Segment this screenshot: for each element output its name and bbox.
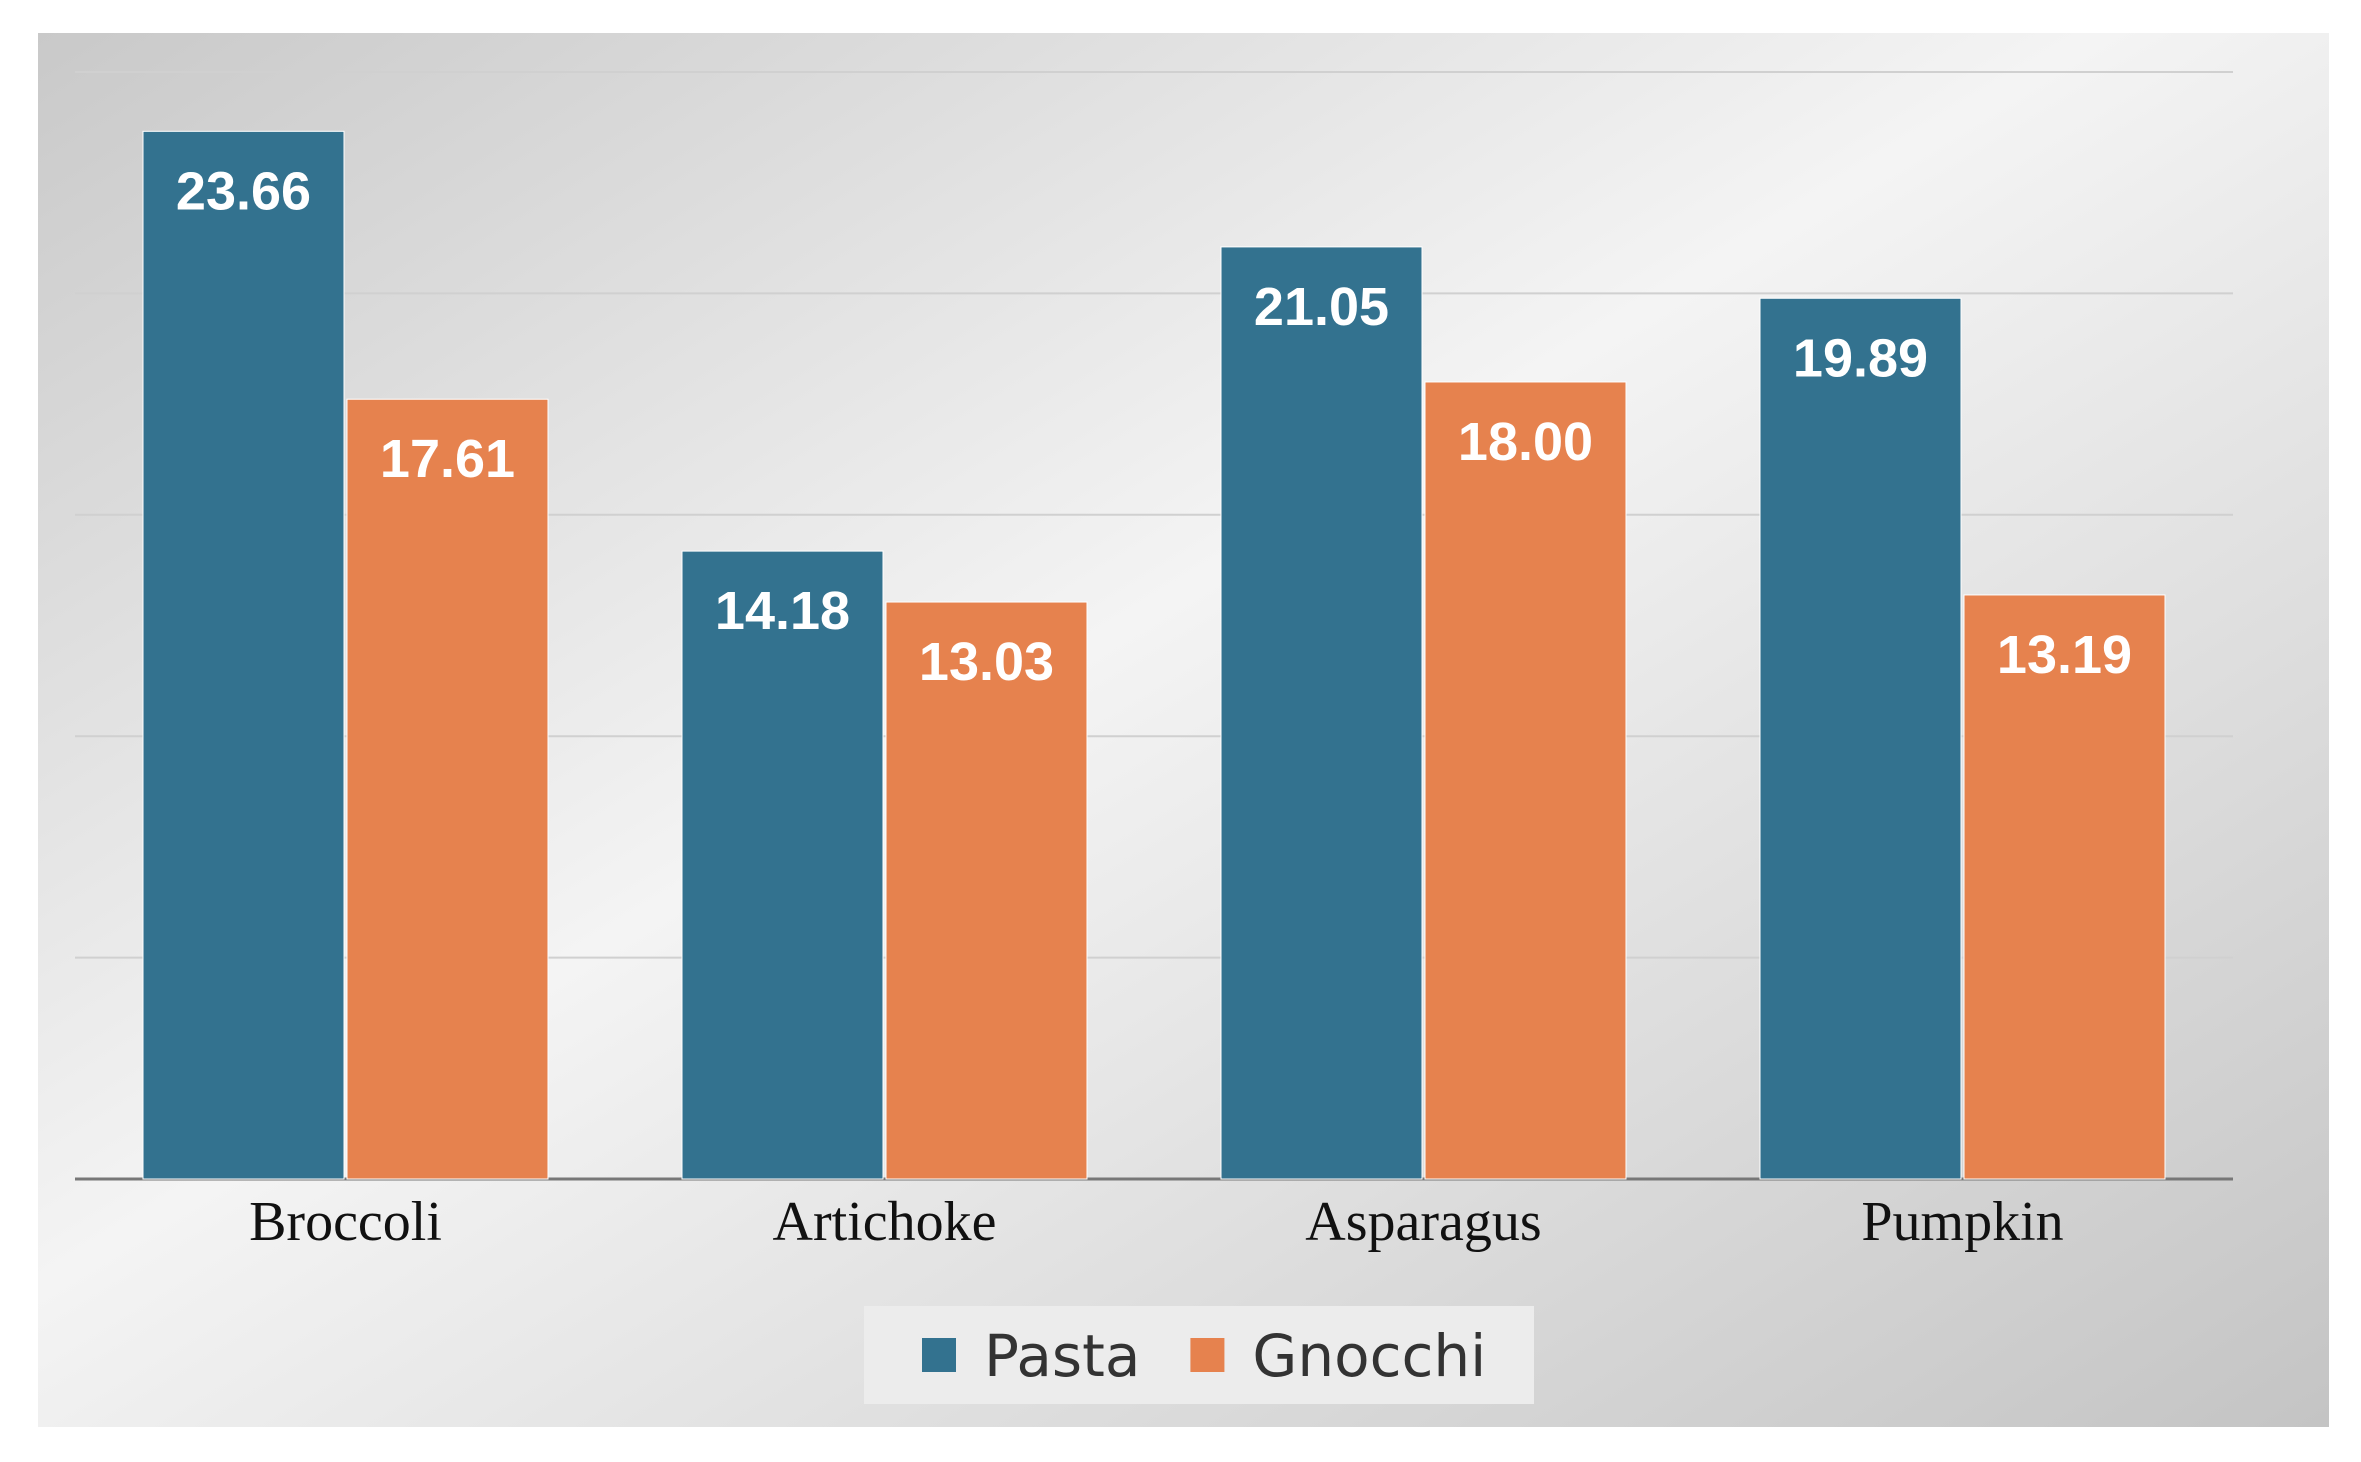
legend-label: Gnocchi: [1252, 1322, 1486, 1390]
bar: [1759, 297, 1962, 1180]
legend-swatch: [922, 1338, 956, 1372]
value-label: 13.19: [1997, 625, 2132, 685]
value-label: 17.61: [380, 429, 515, 489]
x-tick-label: Asparagus: [1305, 1191, 1541, 1253]
value-label: 13.03: [919, 632, 1054, 692]
bar: [1424, 381, 1627, 1180]
x-tick-label: Broccoli: [249, 1191, 442, 1253]
bar: [1220, 246, 1423, 1180]
legend-swatch: [1190, 1338, 1225, 1372]
x-tick-label: Pumpkin: [1861, 1191, 2063, 1253]
bar: [346, 398, 549, 1180]
x-tick-label: Artichoke: [773, 1191, 997, 1253]
value-label: 19.89: [1793, 328, 1928, 388]
bar: [885, 601, 1088, 1180]
bar: [142, 130, 345, 1180]
value-label: 21.05: [1254, 277, 1389, 337]
value-label: 18.00: [1458, 412, 1593, 472]
bar: [1963, 594, 2166, 1180]
bar: [681, 550, 884, 1180]
legend-label: Pasta: [984, 1322, 1140, 1390]
value-label: 23.66: [176, 161, 311, 221]
value-label: 14.18: [715, 581, 850, 641]
